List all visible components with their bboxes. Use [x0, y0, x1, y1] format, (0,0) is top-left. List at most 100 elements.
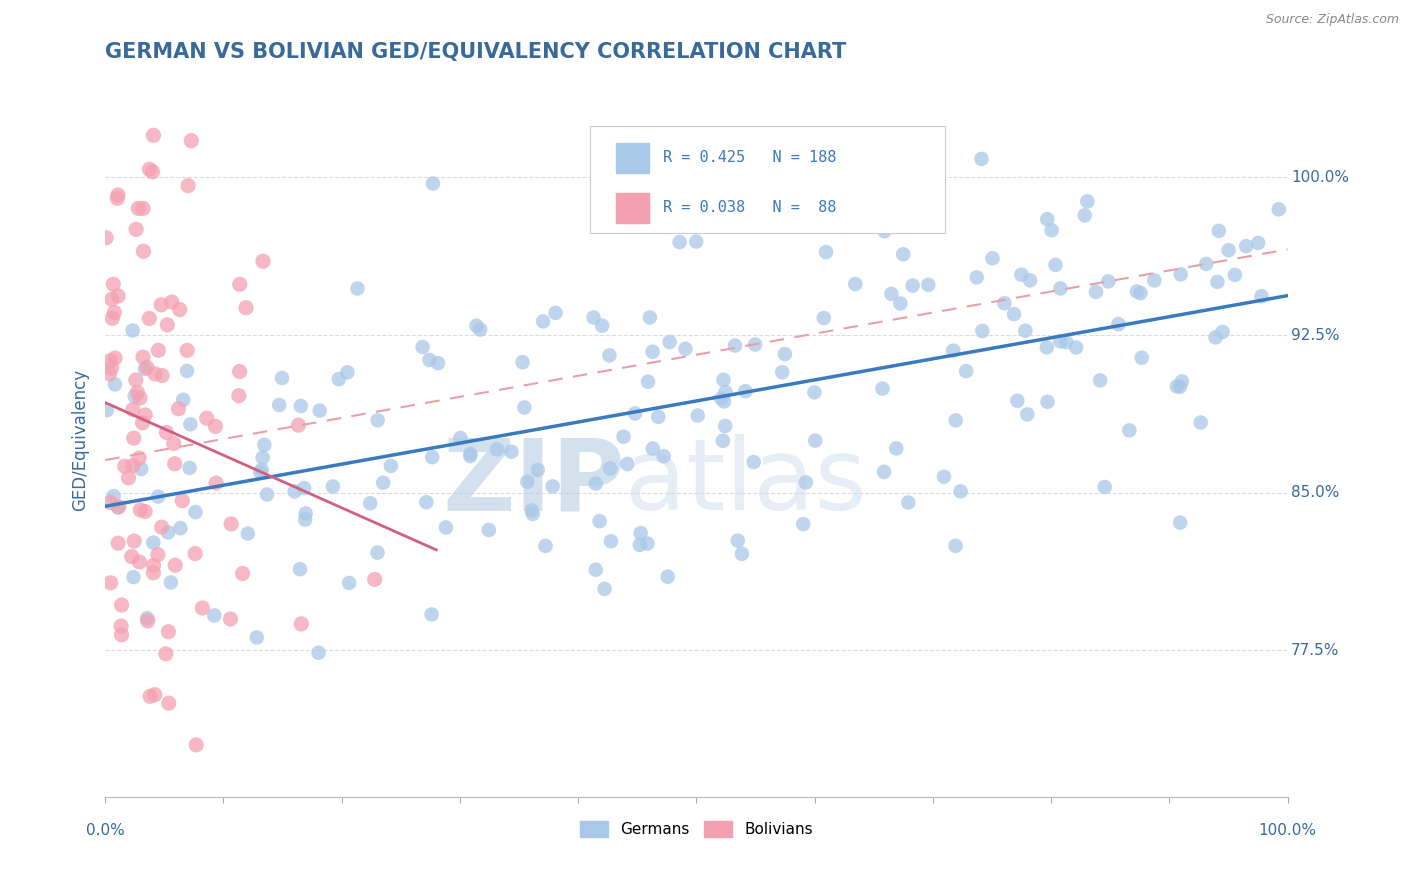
Point — [364, 573, 387, 587]
Text: GERMAN VS BOLIVIAN GED/EQUIVALENCY CORRELATION CHART: GERMAN VS BOLIVIAN GED/EQUIVALENCY CORRE… — [105, 42, 846, 62]
Point — [734, 384, 756, 398]
Point — [172, 392, 194, 407]
Point — [157, 624, 180, 639]
Text: atlas: atlas — [626, 434, 868, 532]
Point — [872, 382, 894, 396]
Point — [501, 444, 523, 458]
Point — [624, 407, 647, 421]
Point — [813, 311, 835, 326]
Point — [134, 362, 156, 376]
Point — [127, 385, 149, 400]
Point — [229, 277, 252, 292]
Point — [100, 575, 122, 590]
Point — [516, 475, 538, 489]
Point — [647, 409, 669, 424]
Point — [1126, 285, 1149, 299]
Point — [1118, 423, 1140, 437]
Point — [373, 475, 395, 490]
Point — [308, 646, 330, 660]
Point — [180, 134, 202, 148]
Point — [252, 254, 274, 268]
Bar — [616, 143, 650, 173]
Point — [107, 500, 129, 515]
Point — [337, 576, 360, 591]
Point — [792, 517, 814, 532]
Point — [110, 619, 132, 633]
Point — [468, 322, 491, 336]
Point — [422, 177, 444, 191]
Point — [713, 394, 735, 409]
Point — [107, 188, 129, 202]
Text: Source: ZipAtlas.com: Source: ZipAtlas.com — [1265, 13, 1399, 27]
Point — [1073, 208, 1095, 222]
Point — [103, 277, 125, 292]
Legend: Germans, Bolivians: Germans, Bolivians — [574, 814, 818, 844]
Point — [714, 419, 737, 434]
Point — [184, 547, 207, 561]
Point — [460, 447, 482, 461]
Point — [612, 430, 634, 444]
Point — [599, 461, 621, 475]
Point — [1010, 268, 1032, 282]
Point — [1094, 480, 1116, 494]
Point — [101, 311, 124, 326]
Point — [966, 270, 988, 285]
Point — [949, 484, 972, 499]
Point — [814, 245, 837, 260]
Point — [165, 558, 187, 573]
Point — [131, 416, 153, 430]
Point — [889, 296, 911, 310]
Text: 92.5%: 92.5% — [1291, 327, 1340, 343]
Point — [593, 582, 616, 596]
Point — [122, 431, 145, 445]
Point — [512, 355, 534, 369]
Point — [1143, 273, 1166, 287]
Point — [770, 365, 793, 379]
Point — [918, 196, 941, 211]
Point — [1054, 335, 1077, 350]
Point — [873, 465, 896, 479]
Point — [1170, 268, 1192, 282]
Point — [179, 461, 201, 475]
FancyBboxPatch shape — [591, 126, 945, 233]
Point — [844, 277, 866, 291]
Point — [250, 462, 273, 476]
Point — [724, 338, 747, 352]
Point — [176, 364, 198, 378]
Point — [139, 690, 162, 704]
Point — [148, 343, 170, 358]
Point — [637, 375, 659, 389]
Point — [129, 462, 152, 476]
Point — [246, 631, 269, 645]
Point — [420, 450, 443, 465]
Point — [96, 403, 118, 417]
Point — [993, 296, 1015, 310]
Point — [155, 647, 177, 661]
Point — [1168, 516, 1191, 530]
Point — [100, 360, 122, 375]
Point — [132, 244, 155, 259]
Point — [110, 598, 132, 612]
Point — [290, 616, 312, 631]
Point — [541, 479, 564, 493]
Point — [167, 401, 190, 416]
Point — [427, 356, 450, 370]
Point — [104, 351, 127, 365]
Point — [527, 463, 550, 477]
Point — [328, 372, 350, 386]
Point — [143, 688, 166, 702]
Point — [1040, 223, 1063, 237]
Text: 0.0%: 0.0% — [86, 822, 125, 838]
Point — [107, 289, 129, 303]
Point — [98, 495, 121, 509]
Point — [945, 413, 967, 427]
Point — [294, 507, 316, 521]
Point — [945, 539, 967, 553]
Point — [219, 516, 242, 531]
Point — [143, 367, 166, 381]
Point — [204, 419, 226, 434]
Point — [1088, 373, 1111, 387]
Point — [616, 457, 638, 471]
Point — [128, 451, 150, 466]
Point — [107, 536, 129, 550]
